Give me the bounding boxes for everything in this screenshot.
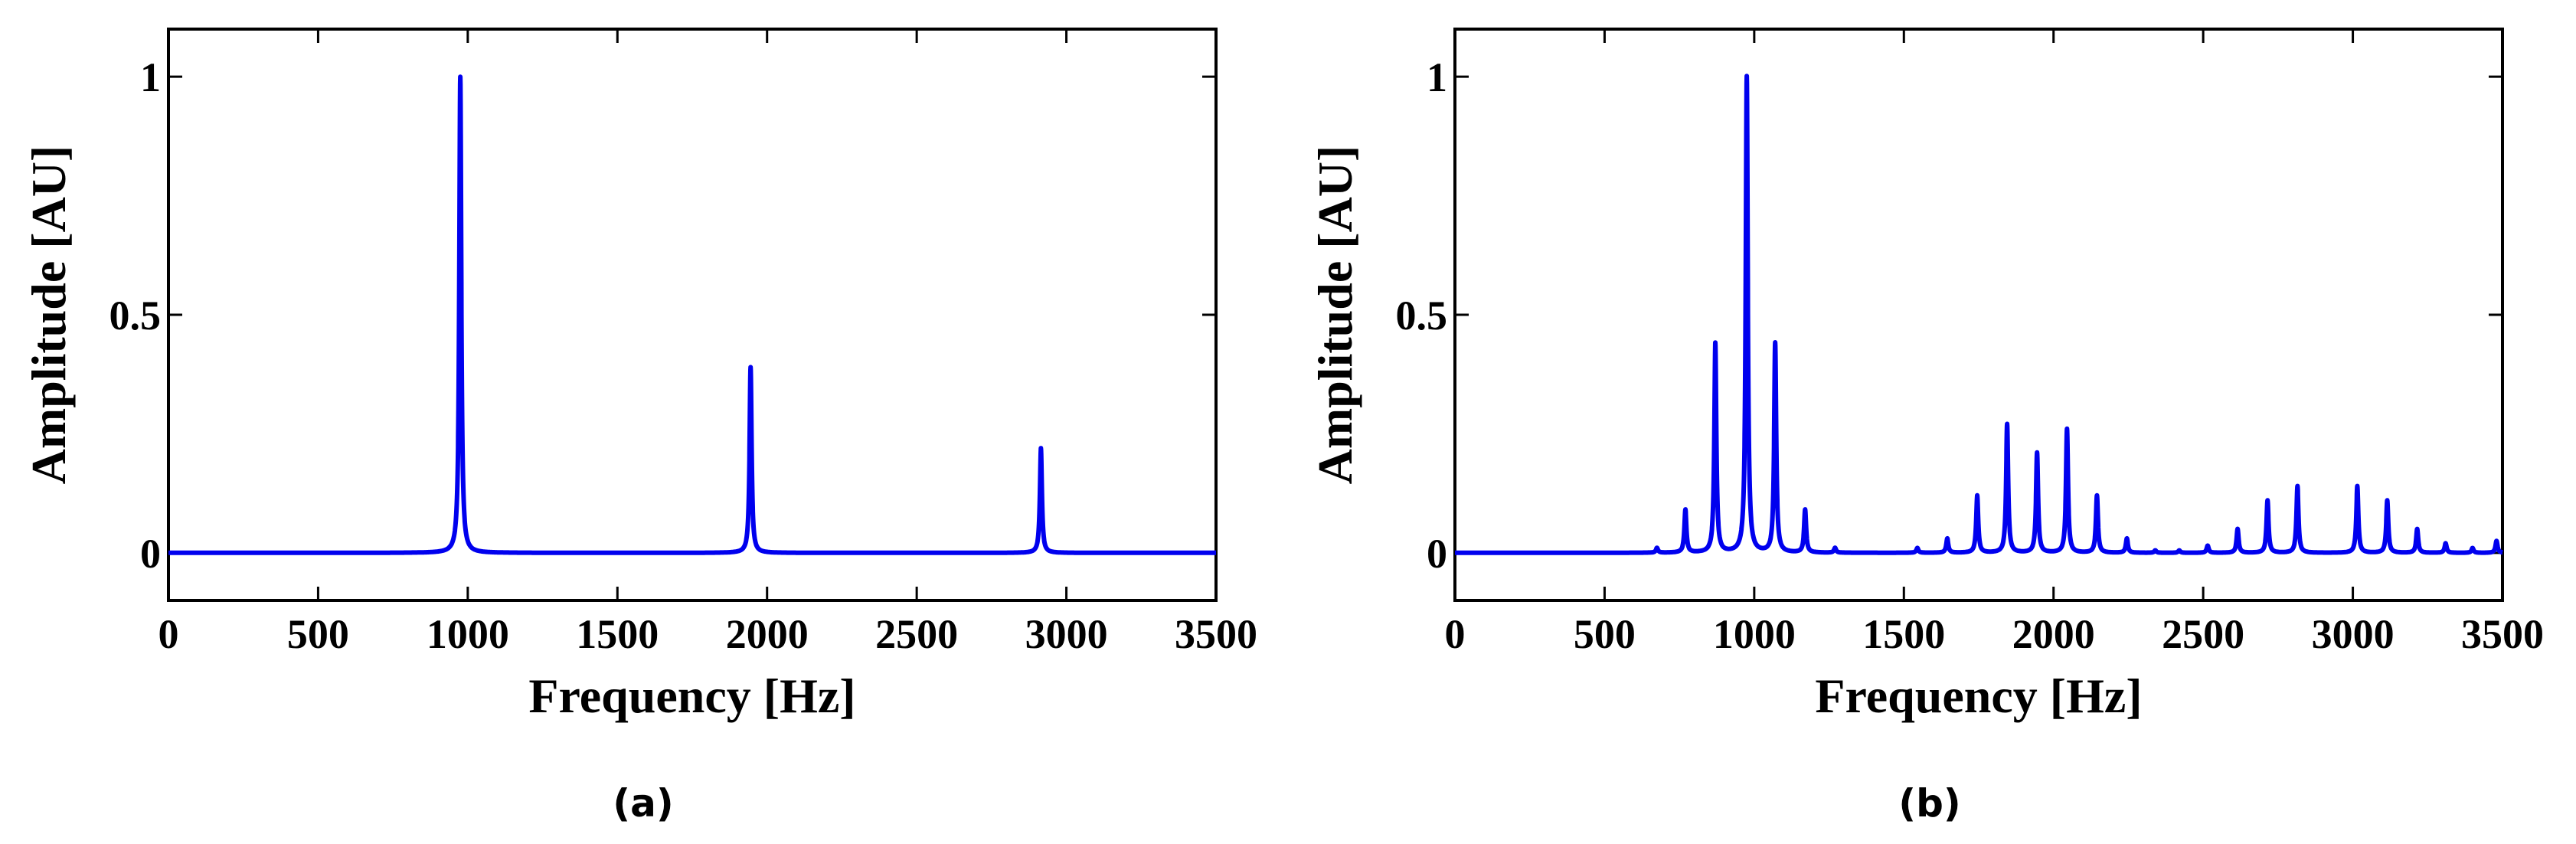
y-tick-label: 1 bbox=[1427, 54, 1447, 100]
x-tick-label: 3000 bbox=[1025, 611, 1108, 657]
x-tick-label: 1500 bbox=[1862, 611, 1945, 657]
spectrum-line bbox=[166, 74, 1218, 555]
x-tick-label: 3500 bbox=[1175, 611, 1257, 657]
x-tick-label: 3000 bbox=[2312, 611, 2395, 657]
x-tick-label: 1000 bbox=[427, 611, 509, 657]
x-tick-label: 2000 bbox=[2012, 611, 2095, 657]
x-tick-label: 1000 bbox=[1713, 611, 1796, 657]
x-tick-label: 2500 bbox=[2162, 611, 2244, 657]
y-tick-label: 0.5 bbox=[1396, 293, 1448, 339]
x-axis-label: Frequency [Hz] bbox=[528, 669, 855, 723]
panel-caption: (a) bbox=[613, 781, 673, 826]
x-tick-label: 0 bbox=[1445, 611, 1466, 657]
y-tick-label: 1 bbox=[140, 54, 161, 100]
y-tick-label: 0 bbox=[140, 531, 161, 577]
x-tick-label: 2000 bbox=[726, 611, 809, 657]
y-ticks: 00.51 bbox=[1396, 54, 2502, 577]
x-tick-label: 0 bbox=[159, 611, 179, 657]
x-tick-label: 500 bbox=[1574, 611, 1636, 657]
x-tick-label: 500 bbox=[287, 611, 349, 657]
x-tick-label: 1500 bbox=[576, 611, 659, 657]
chart-b: 00.51 0 500 1000 1500 2000 2500 3000 3500 Frequ… bbox=[1308, 28, 2544, 826]
y-ticks: 00.51 bbox=[110, 54, 1216, 577]
x-ticks: 0 500 1000 1500 2000 2500 3000 3500 bbox=[159, 29, 1257, 657]
x-tick-label: 3500 bbox=[2461, 611, 2544, 657]
y-axis-label: Amplitude [AU] bbox=[21, 146, 76, 485]
chart-a: 00.51 0 500 1000 1500 2000 2500 3000 3500 Frequ… bbox=[21, 28, 1257, 826]
x-ticks: 0 500 1000 1500 2000 2500 3000 3500 bbox=[1445, 29, 2544, 657]
spectrum-line bbox=[1453, 74, 2505, 555]
panel-caption: (b) bbox=[1898, 781, 1961, 826]
y-tick-label: 0 bbox=[1427, 531, 1447, 577]
x-tick-label: 2500 bbox=[875, 611, 958, 657]
y-tick-label: 0.5 bbox=[110, 293, 162, 339]
y-axis-label: Amplitude [AU] bbox=[1308, 146, 1362, 485]
plot-area-frame bbox=[167, 28, 1218, 602]
x-axis-label: Frequency [Hz] bbox=[1815, 669, 2142, 723]
